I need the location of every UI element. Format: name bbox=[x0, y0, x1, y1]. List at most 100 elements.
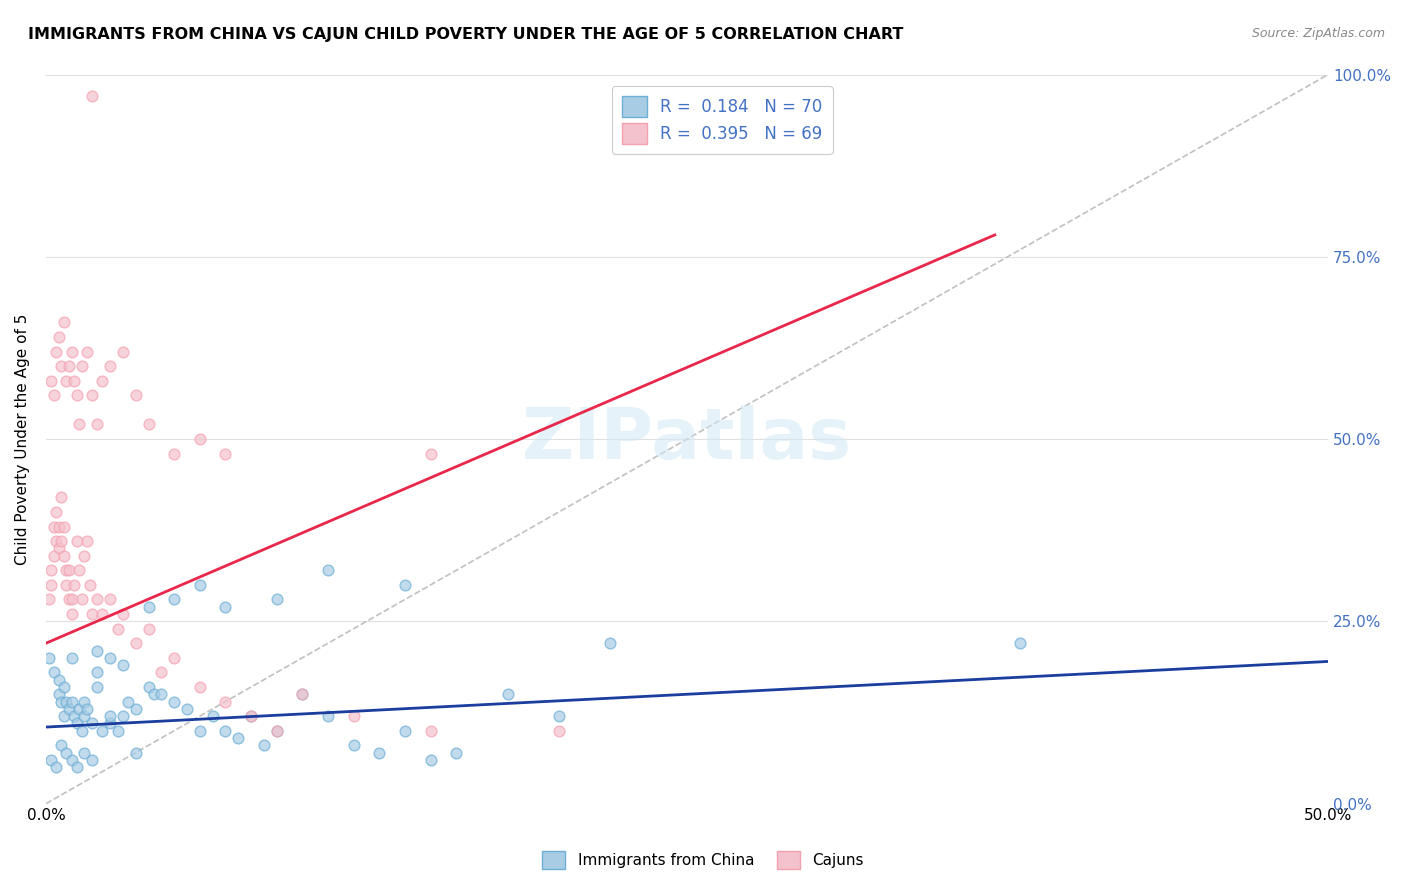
Legend: R =  0.184   N = 70, R =  0.395   N = 69: R = 0.184 N = 70, R = 0.395 N = 69 bbox=[612, 87, 832, 153]
Point bbox=[188, 578, 211, 592]
Point bbox=[111, 344, 134, 359]
Point bbox=[52, 549, 75, 563]
Point bbox=[55, 578, 77, 592]
Point bbox=[48, 541, 70, 556]
Point bbox=[214, 723, 236, 738]
Point bbox=[125, 388, 148, 402]
Point bbox=[42, 665, 65, 680]
Point bbox=[98, 716, 121, 731]
Point bbox=[316, 563, 339, 577]
Point bbox=[419, 753, 441, 767]
Point bbox=[86, 665, 108, 680]
Point bbox=[98, 650, 121, 665]
Point bbox=[67, 702, 90, 716]
Point bbox=[86, 643, 108, 657]
Point bbox=[91, 607, 114, 621]
Point bbox=[52, 680, 75, 694]
Point bbox=[42, 388, 65, 402]
Point bbox=[38, 592, 60, 607]
Point bbox=[240, 709, 263, 723]
Point bbox=[240, 709, 263, 723]
Point bbox=[58, 592, 80, 607]
Point bbox=[163, 592, 186, 607]
Point bbox=[76, 344, 98, 359]
Point bbox=[55, 374, 77, 388]
Point bbox=[60, 344, 83, 359]
Point bbox=[58, 702, 80, 716]
Point bbox=[45, 344, 67, 359]
Point bbox=[60, 592, 83, 607]
Point bbox=[51, 491, 73, 505]
Point bbox=[291, 687, 314, 701]
Point bbox=[45, 760, 67, 774]
Point bbox=[60, 607, 83, 621]
Point bbox=[70, 359, 93, 373]
Point bbox=[45, 534, 67, 549]
Point bbox=[82, 753, 104, 767]
Point bbox=[496, 687, 519, 701]
Point bbox=[51, 359, 73, 373]
Point bbox=[98, 359, 121, 373]
Point bbox=[111, 658, 134, 673]
Point bbox=[226, 731, 249, 745]
Point bbox=[201, 709, 224, 723]
Point bbox=[39, 578, 62, 592]
Point bbox=[66, 534, 89, 549]
Point bbox=[188, 680, 211, 694]
Point bbox=[73, 709, 96, 723]
Point bbox=[138, 622, 160, 636]
Point bbox=[446, 746, 468, 760]
Point bbox=[51, 739, 73, 753]
Point bbox=[547, 723, 569, 738]
Point bbox=[86, 592, 108, 607]
Point bbox=[163, 447, 186, 461]
Point bbox=[82, 716, 104, 731]
Point bbox=[107, 622, 129, 636]
Point bbox=[98, 709, 121, 723]
Point bbox=[419, 723, 441, 738]
Point bbox=[48, 330, 70, 344]
Point bbox=[150, 665, 173, 680]
Point bbox=[60, 650, 83, 665]
Point bbox=[86, 417, 108, 432]
Point bbox=[60, 694, 83, 708]
Point bbox=[63, 374, 86, 388]
Point bbox=[63, 578, 86, 592]
Point bbox=[176, 702, 198, 716]
Point bbox=[316, 709, 339, 723]
Point bbox=[48, 687, 70, 701]
Point bbox=[125, 702, 148, 716]
Point bbox=[39, 563, 62, 577]
Y-axis label: Child Poverty Under the Age of 5: Child Poverty Under the Age of 5 bbox=[15, 313, 30, 565]
Point bbox=[1010, 636, 1032, 650]
Point bbox=[66, 388, 89, 402]
Legend: Immigrants from China, Cajuns: Immigrants from China, Cajuns bbox=[536, 845, 870, 875]
Point bbox=[48, 673, 70, 687]
Point bbox=[66, 760, 89, 774]
Point bbox=[82, 388, 104, 402]
Point bbox=[188, 723, 211, 738]
Point bbox=[188, 432, 211, 446]
Point bbox=[76, 702, 98, 716]
Point bbox=[138, 417, 160, 432]
Point bbox=[138, 680, 160, 694]
Text: Source: ZipAtlas.com: Source: ZipAtlas.com bbox=[1251, 27, 1385, 40]
Point bbox=[67, 417, 90, 432]
Point bbox=[98, 592, 121, 607]
Point bbox=[394, 578, 416, 592]
Point bbox=[214, 599, 236, 614]
Point bbox=[52, 519, 75, 533]
Point bbox=[67, 563, 90, 577]
Point bbox=[394, 723, 416, 738]
Point bbox=[52, 709, 75, 723]
Point bbox=[163, 694, 186, 708]
Point bbox=[63, 709, 86, 723]
Point bbox=[51, 694, 73, 708]
Point bbox=[82, 89, 104, 103]
Point bbox=[79, 578, 101, 592]
Point bbox=[107, 723, 129, 738]
Point bbox=[142, 687, 165, 701]
Point bbox=[91, 374, 114, 388]
Point bbox=[599, 636, 621, 650]
Point bbox=[86, 680, 108, 694]
